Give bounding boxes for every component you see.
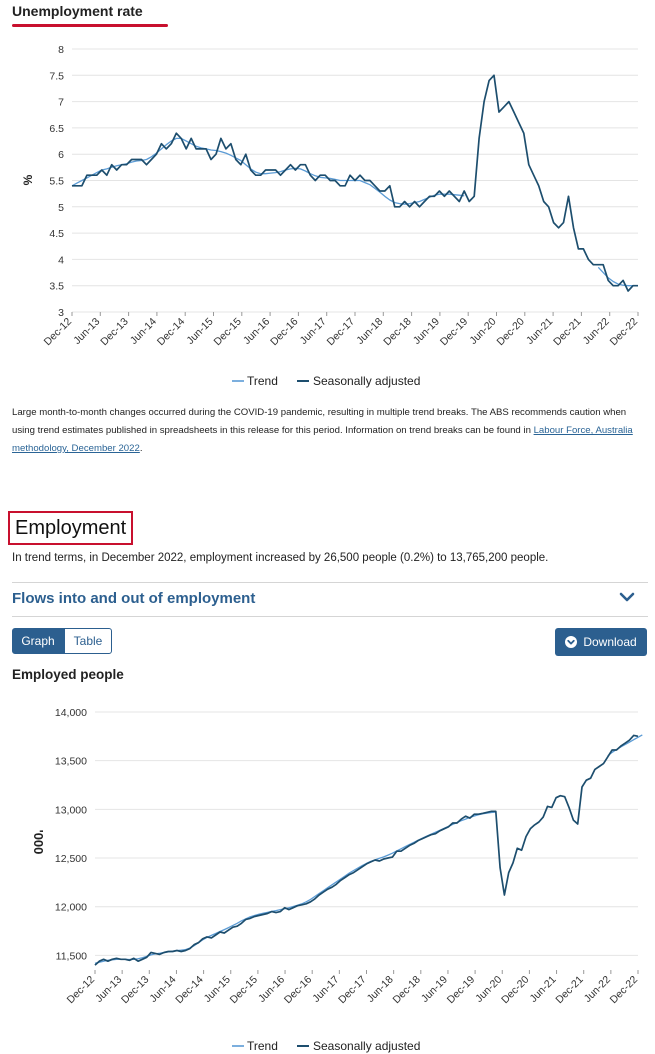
x-tick-label: Dec-18	[381, 316, 414, 349]
employment-legend[interactable]: Trend Seasonally adjusted	[232, 1039, 420, 1053]
table-view-button[interactable]: Table	[64, 628, 112, 654]
note-end: .	[139, 443, 143, 454]
x-tick-label: Dec-15	[228, 974, 261, 1007]
x-tick-label: Dec-12	[65, 974, 98, 1007]
x-tick-label: Jun-22	[582, 974, 613, 1005]
x-tick-label: Jun-17	[298, 316, 329, 347]
x-tick-label: Dec-17	[325, 316, 358, 349]
title-highlight-underline	[12, 24, 168, 27]
y-tick-label: 11,500	[56, 950, 87, 962]
download-label: Download	[583, 635, 637, 649]
employed-chart-title: Employed people	[12, 667, 124, 682]
x-tick-label: Jun-16	[256, 974, 287, 1005]
x-tick-label: Jun-15	[202, 974, 233, 1005]
x-tick-label: Dec-13	[119, 974, 152, 1007]
x-tick-label: Jun-18	[354, 316, 385, 347]
employment-x-axis: Dec-12Jun-13Dec-13Jun-14Dec-14Jun-15Dec-…	[65, 970, 641, 1007]
x-tick-label: Dec-21	[551, 316, 584, 349]
y-tick-label: 3	[58, 307, 64, 319]
y-tick-label: 7	[58, 97, 64, 109]
legend-seasonal-label: Seasonally adjusted	[313, 1039, 420, 1053]
employment-gridlines	[95, 711, 638, 956]
x-tick-label: Jun-14	[128, 316, 159, 347]
x-tick-label: Dec-12	[42, 316, 75, 349]
x-tick-label: Jun-21	[524, 316, 555, 347]
x-tick-label: Jun-19	[419, 974, 450, 1005]
x-tick-label: Dec-22	[608, 316, 641, 349]
x-tick-label: Jun-14	[147, 974, 178, 1005]
legend-seasonal-label: Seasonally adjusted	[313, 374, 420, 388]
x-tick-label: Jun-19	[411, 316, 442, 347]
y-tick-label: 5.5	[49, 176, 64, 188]
x-tick-label: Dec-20	[499, 974, 532, 1007]
y-tick-label: 4.5	[49, 228, 64, 240]
trend-break-note: Large month-to-month changes occurred du…	[12, 404, 640, 458]
employment-summary: In trend terms, in December 2022, employ…	[12, 552, 549, 564]
trend-series-line	[94, 734, 643, 964]
y-tick-label: 14,000	[55, 707, 87, 719]
x-tick-label: Dec-20	[494, 316, 527, 349]
y-tick-label: 13,000	[55, 804, 87, 816]
x-tick-label: Dec-14	[173, 974, 206, 1007]
unemployment-y-axis-label: %	[21, 174, 35, 185]
x-tick-label: Dec-19	[438, 316, 471, 349]
x-tick-label: Jun-20	[473, 974, 504, 1005]
x-tick-label: Jun-22	[581, 316, 612, 347]
x-tick-label: Jun-13	[71, 316, 102, 347]
x-tick-label: Jun-20	[467, 316, 498, 347]
legend-trend-label: Trend	[247, 374, 278, 388]
x-tick-label: Dec-15	[211, 316, 244, 349]
employment-series	[94, 734, 643, 966]
employment-chart: 11,500 12,000 12,500 13,000 13,500 14,000 Dec…	[31, 707, 643, 1053]
x-tick-label: Dec-13	[98, 316, 131, 349]
seasonally-adjusted-series-line	[72, 74, 638, 292]
y-tick-label: 8	[58, 44, 64, 56]
x-tick-label: Jun-15	[184, 316, 215, 347]
download-button[interactable]: Download	[555, 628, 647, 656]
unemployment-y-axis: 3 3.5 4 4.5 5 5.5 6 6.5 7 7.5 8	[49, 44, 64, 319]
x-tick-label: Jun-21	[527, 974, 558, 1005]
chevron-down-icon[interactable]	[618, 590, 636, 604]
y-tick-label: 13,500	[55, 756, 87, 768]
x-tick-label: Dec-16	[268, 316, 301, 349]
x-tick-label: Dec-17	[336, 974, 369, 1007]
unemployment-legend[interactable]: Trend Seasonally adjusted	[232, 374, 420, 388]
y-tick-label: 5	[58, 202, 64, 214]
x-tick-label: Dec-14	[155, 316, 188, 349]
x-tick-label: Jun-16	[241, 316, 272, 347]
y-tick-label: 12,500	[55, 853, 87, 865]
y-tick-label: 4	[58, 254, 64, 266]
chevron-down-icon	[565, 636, 578, 648]
note-text: Large month-to-month changes occurred du…	[12, 407, 627, 436]
employment-y-axis-label: '000	[31, 830, 46, 855]
x-tick-label: Jun-13	[93, 974, 124, 1005]
employment-heading: Employment	[8, 511, 134, 545]
x-tick-label: Dec-18	[390, 974, 423, 1007]
unemployment-chart-title: Unemployment rate	[12, 3, 143, 19]
legend-trend-label: Trend	[247, 1039, 278, 1053]
y-tick-label: 6	[58, 149, 64, 161]
y-tick-label: 12,000	[55, 902, 87, 914]
graph-view-button[interactable]: Graph	[12, 628, 64, 654]
x-tick-label: Dec-16	[282, 974, 315, 1007]
employment-y-axis: 11,500 12,000 12,500 13,000 13,500 14,000	[55, 707, 87, 962]
flows-accordion-toggle[interactable]: Flows into and out of employment	[12, 590, 256, 607]
y-tick-label: 3.5	[49, 281, 64, 293]
x-tick-label: Dec-21	[553, 974, 586, 1007]
divider	[12, 582, 648, 583]
unemployment-x-axis: Dec-12Jun-13Dec-13Jun-14Dec-14Jun-15Dec-…	[42, 312, 641, 349]
x-tick-label: Dec-22	[608, 974, 641, 1007]
x-tick-label: Dec-19	[445, 974, 478, 1007]
seasonally-adjusted-series-line	[94, 734, 639, 966]
y-tick-label: 7.5	[49, 70, 64, 82]
divider	[12, 616, 648, 617]
x-tick-label: Jun-18	[365, 974, 396, 1005]
methodology-link[interactable]: Labour Force, Australia methodology, Dec…	[12, 425, 633, 454]
x-tick-label: Jun-17	[310, 974, 341, 1005]
trend-series-line	[71, 137, 638, 287]
unemployment-series	[71, 74, 638, 292]
y-tick-label: 6.5	[49, 123, 64, 135]
unemployment-chart: 3 3.5 4 4.5 5 5.5 6 6.5 7 7.5 8 Dec-12Jun-13Dec-13…	[21, 44, 641, 388]
